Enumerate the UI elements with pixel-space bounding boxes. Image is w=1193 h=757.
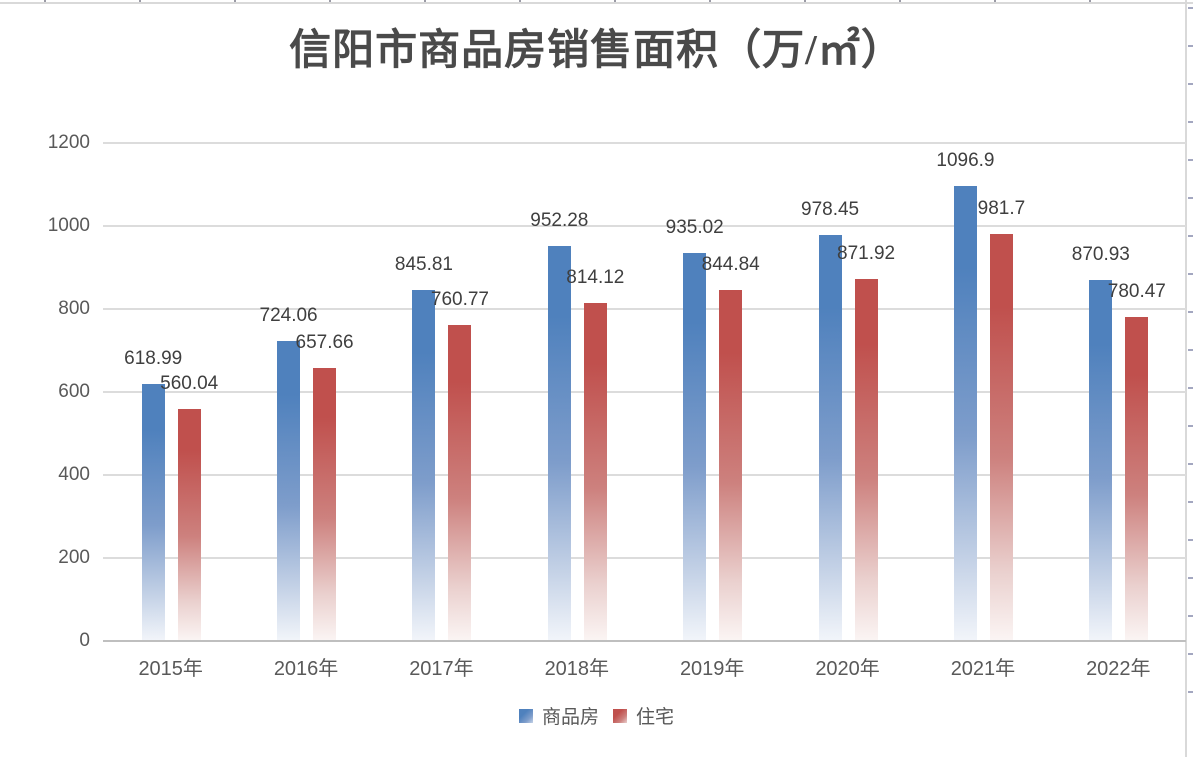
gridline-800 — [103, 308, 1186, 310]
y-axis-label-1200: 1200 — [47, 132, 90, 153]
bar-residential-2021年 — [989, 233, 1013, 641]
value-label-commercial-2016年: 724.06 — [259, 304, 318, 326]
gridline-200 — [103, 557, 1186, 559]
legend-swatch-commercial — [518, 708, 533, 723]
value-label-commercial-2022年: 870.93 — [1071, 243, 1130, 265]
legend-item-commercial: 商品房 — [518, 702, 599, 729]
value-label-residential-2019年: 844.84 — [701, 254, 760, 276]
gridline-1000 — [103, 225, 1186, 227]
x-axis-label-2019年: 2019年 — [679, 658, 745, 680]
bar-commercial-2022年 — [1089, 279, 1113, 641]
value-label-residential-2016年: 657.66 — [295, 332, 354, 354]
bar-residential-2018年 — [583, 303, 607, 641]
y-axis-label-1000: 1000 — [47, 215, 90, 236]
gridline-400 — [103, 474, 1186, 476]
legend-label-commercial: 商品房 — [541, 707, 599, 728]
bar-residential-2015年 — [177, 408, 201, 641]
value-label-residential-2021年: 981.7 — [977, 197, 1026, 219]
bar-commercial-2020年 — [818, 234, 842, 641]
bar-commercial-2017年 — [412, 290, 436, 641]
y-axis-label-800: 800 — [58, 298, 90, 319]
legend-label-residential: 住宅 — [636, 707, 675, 728]
value-label-commercial-2015年: 618.99 — [124, 348, 183, 370]
bar-commercial-2016年 — [277, 340, 301, 641]
value-label-commercial-2017年: 845.81 — [394, 254, 453, 275]
x-axis-label-2016年: 2016年 — [273, 658, 339, 680]
plot-area: 618.99 560.04 724.06 657.66 845.81 760.77 952.… — [103, 142, 1186, 642]
spreadsheet-gridline-right — [1185, 0, 1187, 757]
x-axis-label-2015年: 2015年 — [138, 658, 203, 680]
bar-residential-2016年 — [313, 368, 337, 641]
value-label-commercial-2018年: 952.28 — [530, 209, 589, 231]
legend-swatch-residential — [613, 708, 627, 723]
value-label-residential-2018年: 814.12 — [566, 267, 625, 289]
spreadsheet-gridline-top — [0, 2, 1193, 4]
x-axis-line — [103, 640, 1186, 642]
gridline-600 — [103, 391, 1186, 393]
y-axis-label-0: 0 — [79, 630, 90, 651]
y-axis-label-600: 600 — [58, 381, 90, 402]
chart-title: 信阳市商品房销售面积（万/㎡） — [289, 28, 904, 74]
bar-residential-2020年 — [854, 279, 878, 641]
bar-commercial-2015年 — [141, 384, 165, 641]
x-axis-label-2017年: 2017年 — [409, 658, 474, 680]
value-label-commercial-2020年: 978.45 — [801, 198, 860, 220]
value-label-residential-2017年: 760.77 — [430, 289, 489, 311]
bar-residential-2019年 — [719, 290, 743, 641]
bar-residential-2017年 — [448, 325, 472, 641]
y-axis-label-400: 400 — [58, 464, 90, 485]
bar-commercial-2018年 — [547, 245, 571, 641]
gridline-1200 — [103, 142, 1186, 144]
value-label-commercial-2021年: 1096.9 — [936, 149, 995, 171]
value-label-residential-2022年: 780.47 — [1107, 281, 1166, 303]
value-label-residential-2015年: 560.04 — [160, 372, 219, 394]
legend-item-residential: 住宅 — [613, 702, 674, 729]
y-axis-label-200: 200 — [58, 547, 90, 568]
x-axis-label-2021年: 2021年 — [950, 658, 1016, 680]
x-axis-label-2020年: 2020年 — [815, 658, 880, 680]
spreadsheet-row-ticks — [1188, 0, 1193, 757]
bar-commercial-2019年 — [683, 252, 707, 641]
legend: 商品房 住宅 — [0, 702, 1193, 729]
x-axis-label-2022年: 2022年 — [1086, 658, 1151, 680]
x-axis-label-2018年: 2018年 — [544, 658, 610, 680]
value-label-commercial-2019年: 935.02 — [665, 216, 724, 238]
bar-residential-2022年 — [1125, 317, 1149, 641]
bar-commercial-2021年 — [953, 185, 977, 641]
value-label-residential-2020年: 871.92 — [837, 243, 896, 265]
